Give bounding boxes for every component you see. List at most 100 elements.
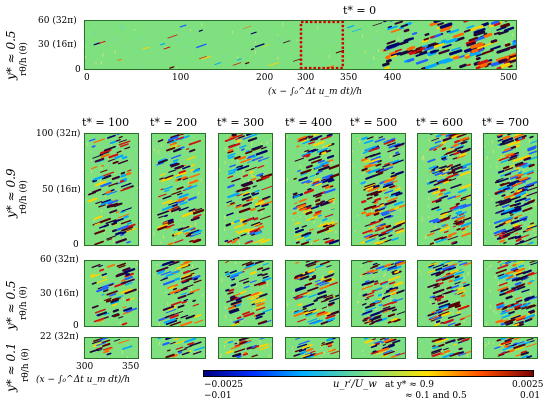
field-streak: [501, 309, 508, 313]
field-streak: [305, 261, 317, 267]
field-streak: [379, 338, 386, 341]
field-ripple: [335, 230, 337, 234]
field-ripple: [254, 224, 256, 229]
field-ripple: [135, 194, 136, 198]
field-streak: [99, 224, 108, 229]
field-streak: [461, 231, 467, 234]
field-streak: [497, 286, 509, 292]
field-streak: [519, 216, 528, 221]
field-ripple: [277, 56, 279, 60]
field-streak: [508, 65, 513, 68]
field-streak: [250, 298, 261, 304]
grid-time-label: t* = 700: [482, 116, 530, 129]
field-streak: [243, 280, 250, 284]
field-streak: [315, 194, 322, 199]
field-streak: [513, 343, 526, 350]
field-streak: [106, 238, 113, 241]
field-ripple: [459, 281, 461, 284]
field-streak: [235, 230, 239, 233]
field-streak: [440, 352, 445, 356]
field-streak: [171, 190, 182, 196]
field-streak: [227, 150, 234, 154]
field-ripple: [384, 272, 386, 276]
field-streak: [515, 299, 523, 303]
field-streak: [379, 167, 390, 172]
snapshot-panel: [151, 260, 206, 327]
field-streak: [427, 282, 439, 289]
field-streak: [256, 302, 265, 307]
field-streak: [173, 228, 179, 231]
field-streak: [307, 318, 318, 323]
field-streak: [295, 261, 300, 264]
field-ripple: [182, 193, 184, 197]
field-streak: [476, 52, 481, 56]
field-ripple: [523, 181, 525, 185]
field-streak: [328, 297, 339, 303]
field-streak: [436, 193, 445, 198]
field-ripple: [485, 343, 487, 347]
field-streak: [389, 50, 398, 56]
field-streak: [373, 201, 379, 205]
field-streak: [164, 313, 175, 319]
field-streak: [510, 45, 516, 50]
field-ripple: [250, 215, 252, 218]
field-ripple: [498, 341, 500, 343]
field-streak: [297, 138, 306, 143]
field-ripple: [501, 206, 503, 210]
field-streak: [103, 171, 115, 177]
field-ripple: [358, 212, 360, 214]
field-ripple: [316, 158, 318, 162]
field-ripple: [490, 187, 492, 190]
field-streak: [325, 222, 338, 229]
field-streak: [250, 271, 257, 275]
field-ripple: [332, 342, 334, 345]
field-streak: [499, 199, 512, 204]
colorbar: [203, 370, 534, 377]
field-streak: [299, 350, 307, 355]
field-streak: [521, 354, 529, 358]
field-streak: [483, 32, 488, 36]
field-ripple: [535, 202, 537, 206]
field-streak: [494, 231, 506, 237]
field-ripple: [238, 236, 240, 241]
field-streak: [245, 166, 257, 172]
field-streak: [497, 134, 506, 137]
field-streak: [436, 295, 445, 300]
field-ripple: [260, 298, 262, 300]
field-streak: [503, 241, 507, 244]
field-streak: [455, 154, 466, 160]
field-streak: [456, 216, 465, 221]
field-ripple: [530, 343, 532, 345]
field-ripple: [161, 144, 163, 147]
field-streak: [399, 40, 409, 46]
field-streak: [94, 180, 107, 187]
field-streak: [461, 227, 466, 231]
field-ripple: [398, 45, 400, 49]
field-ripple: [492, 56, 494, 59]
field-ripple: [365, 296, 367, 298]
field-ripple: [120, 25, 122, 27]
field-ripple: [121, 25, 123, 28]
field-streak: [451, 216, 458, 220]
field-streak: [458, 171, 471, 177]
field-streak: [459, 152, 467, 157]
field-streak: [296, 291, 308, 297]
colorbar-max-top: 0.0025: [512, 380, 544, 390]
field-ripple: [228, 299, 230, 301]
field-streak: [172, 147, 182, 153]
field-streak: [364, 339, 373, 344]
field-streak: [429, 21, 438, 27]
field-streak: [329, 172, 339, 179]
field-ripple: [354, 230, 355, 233]
field-ripple: [494, 275, 496, 279]
field-streak: [240, 293, 252, 299]
field-streak: [424, 32, 430, 37]
field-streak: [390, 185, 398, 189]
field-ripple: [174, 201, 176, 206]
field-ripple: [493, 309, 495, 313]
field-streak: [442, 272, 455, 278]
field-streak: [176, 196, 188, 203]
field-ripple: [139, 37, 141, 41]
field-ripple: [291, 286, 293, 288]
field-ripple: [524, 161, 526, 164]
